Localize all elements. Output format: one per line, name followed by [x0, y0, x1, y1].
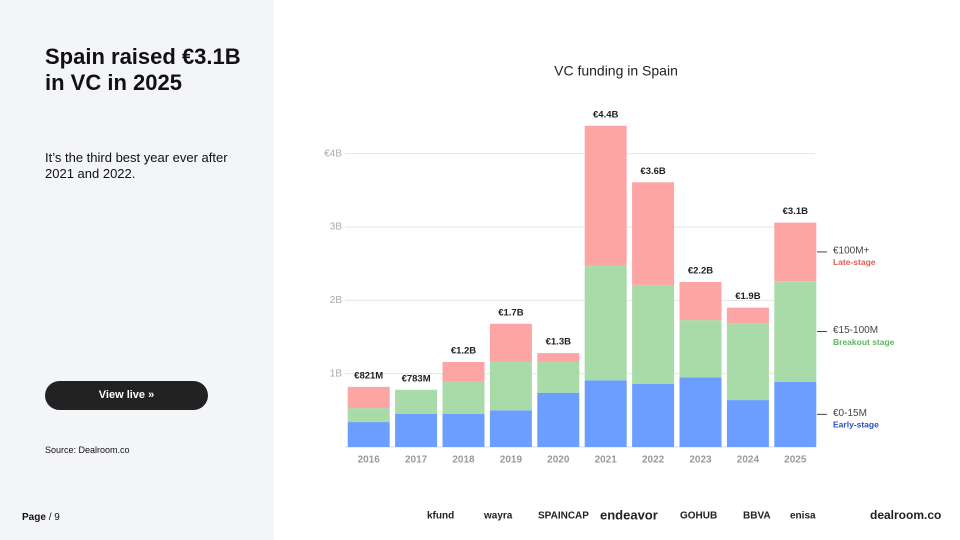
y-tick-label: 1B [330, 368, 343, 379]
bar-segment [726, 307, 769, 324]
legend-label: Breakout stage [833, 337, 895, 347]
bar-segment [347, 422, 390, 447]
bar-segment [632, 284, 675, 384]
x-tick-label: 2022 [642, 455, 665, 466]
partner-logo: dealroom.co [870, 508, 941, 522]
page-label: Page [22, 512, 46, 523]
partner-logo: GOHUB [680, 511, 717, 522]
bar-segment [774, 281, 817, 382]
chart-title: VC funding in Spain [554, 63, 678, 79]
y-tick-label: €4B [324, 148, 342, 159]
bar-segment [632, 182, 675, 285]
y-tick-label: 2B [330, 295, 343, 306]
bar-segment [584, 380, 627, 447]
legend-name: €0-15M [833, 408, 867, 419]
x-tick-label: 2018 [452, 455, 475, 466]
slide-subtitle: It’s the third best year ever after 2021… [45, 150, 228, 181]
bar-segment [537, 392, 580, 447]
bar-segment [347, 386, 390, 409]
bar-segment [774, 381, 817, 447]
view-live-button[interactable]: View live » [45, 381, 208, 410]
bar-segment [632, 383, 675, 447]
total-label: €1.7B [498, 307, 523, 318]
partner-logo: SPAINCAP [538, 511, 589, 522]
partner-logo: BBVA [743, 511, 771, 522]
x-tick-label: 2024 [737, 455, 760, 466]
page-total: / 9 [48, 512, 60, 523]
bar-segment [442, 381, 485, 414]
side-panel [0, 0, 274, 540]
x-tick-label: 2017 [405, 455, 428, 466]
partner-logo: kfund [427, 511, 454, 522]
bar-segment [726, 323, 769, 401]
bar-segment [679, 320, 722, 378]
x-tick-label: 2021 [595, 455, 618, 466]
x-tick-label: 2016 [358, 455, 381, 466]
total-label: €1.9B [735, 291, 760, 302]
partner-logo: wayra [483, 511, 513, 522]
bar-segment [442, 414, 485, 447]
bar-segment [489, 410, 532, 447]
partner-logo: endeavor [600, 507, 658, 522]
total-label: €1.2B [451, 345, 476, 356]
bar-segment [442, 361, 485, 381]
legend-name: €100M+ [833, 246, 870, 257]
bar-segment [584, 125, 627, 266]
bar-segment [395, 414, 438, 447]
total-label: €3.6B [640, 166, 665, 177]
total-label: €2.2B [688, 266, 713, 277]
bar-segment [774, 222, 817, 282]
total-label: €1.3B [546, 337, 571, 348]
x-tick-label: 2025 [784, 455, 807, 466]
bar-segment [489, 323, 532, 362]
page-number: Page / 9 [22, 512, 60, 523]
total-label: €821M [354, 370, 383, 381]
x-tick-label: 2023 [689, 455, 712, 466]
partner-logo: enisa [790, 511, 816, 522]
slide-title: Spain raised €3.1B in VC in 2025 [45, 44, 241, 95]
bar-segment [489, 361, 532, 411]
bar-segment [584, 265, 627, 381]
bar-segment [679, 282, 722, 321]
source: Source: Dealroom.co [45, 445, 130, 455]
bar-segment [726, 400, 769, 447]
bar-segment [537, 353, 580, 362]
bar-segment [395, 389, 438, 414]
x-tick-label: 2020 [547, 455, 570, 466]
x-tick-label: 2019 [500, 455, 523, 466]
bar-segment [679, 377, 722, 447]
total-label: €783M [402, 373, 431, 384]
y-tick-label: 3B [330, 222, 343, 233]
legend-label: Late-stage [833, 257, 876, 267]
total-label: €4.4B [593, 109, 618, 120]
bar-segment [537, 361, 580, 393]
bar-segment [347, 408, 390, 423]
total-label: €3.1B [783, 206, 808, 217]
legend-label: Early-stage [833, 420, 879, 430]
legend-name: €15-100M [833, 325, 878, 336]
